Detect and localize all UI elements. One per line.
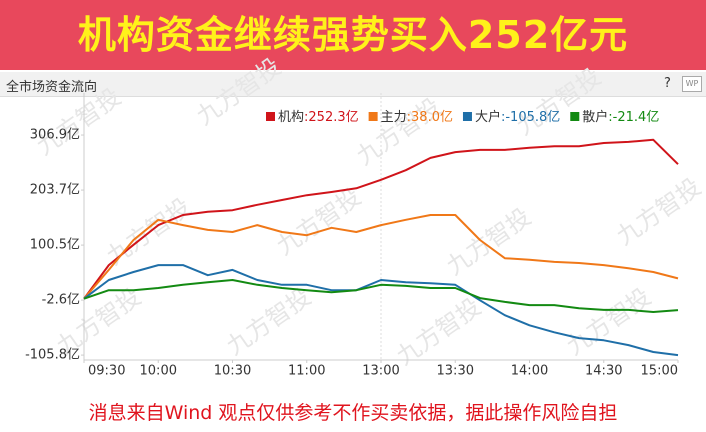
watermark: 九方智投	[221, 283, 316, 361]
y-tick-label: -105.8亿	[25, 348, 80, 363]
panel-bar: 全市场资金流向 ? WP	[0, 72, 706, 97]
x-tick-label: 13:00	[362, 364, 399, 379]
x-tick-label: 14:30	[585, 364, 622, 379]
series-line	[83, 264, 679, 357]
x-tick-label: 10:00	[140, 364, 177, 379]
legend-label: 主力:38.0亿	[381, 110, 453, 125]
legend-swatch	[266, 112, 275, 121]
x-tick-label: 15:00	[641, 364, 678, 379]
series-line	[83, 214, 679, 300]
y-tick-label: 306.9亿	[30, 128, 80, 143]
watermark: 九方智投	[511, 63, 606, 141]
watermark: 九方智投	[31, 83, 126, 161]
legend-swatch	[570, 112, 580, 121]
export-icon[interactable]: WP	[682, 76, 702, 92]
y-tick-label: 203.7亿	[30, 183, 80, 198]
y-tick-label: -2.6亿	[42, 293, 80, 308]
banner: 机构资金继续强势买入252亿元	[0, 0, 706, 70]
series-line	[83, 138, 679, 300]
legend-swatch	[462, 112, 472, 121]
x-tick-label: 14:00	[511, 364, 548, 379]
y-tick-label: 100.5亿	[30, 238, 80, 253]
legend-label: 散户:-21.4亿	[582, 109, 659, 125]
legend-label: 机构:252.3亿	[278, 110, 359, 125]
disclaimer: 消息来自Wind 观点仅供参考不作买卖依据，据此操作风险自担	[88, 402, 618, 424]
series-line	[83, 279, 679, 313]
watermark: 九方智投	[351, 93, 446, 171]
watermark: 九方智投	[611, 173, 706, 251]
watermark: 九方智投	[391, 293, 486, 371]
x-tick-label: 11:00	[288, 364, 325, 379]
help-button[interactable]: ?	[664, 76, 671, 91]
x-tick-label: 09:30	[88, 364, 125, 379]
x-tick-label: 10:30	[214, 364, 251, 379]
x-tick-label: 13:30	[437, 364, 474, 379]
legend-label: 大户:-105.8亿	[475, 109, 560, 125]
panel-title: 全市场资金流向	[6, 80, 98, 95]
legend-swatch	[368, 112, 378, 121]
